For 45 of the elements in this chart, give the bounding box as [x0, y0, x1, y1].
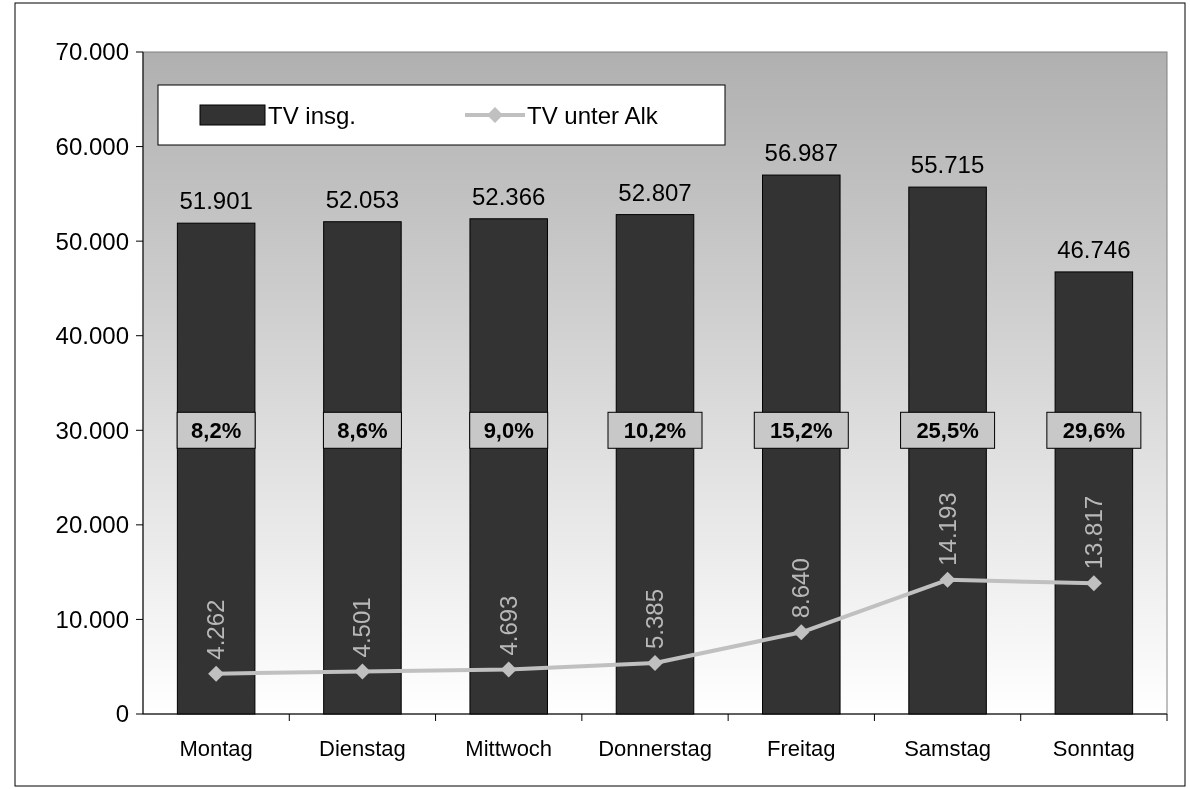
data-label: 13.817 [1079, 495, 1107, 570]
y-tick-label: 60.000 [55, 132, 129, 160]
y-tick-label: 30.000 [55, 416, 129, 444]
data-label: 4.501 [348, 597, 376, 658]
data-label: 4.693 [494, 595, 522, 656]
data-label: 4.262 [202, 599, 230, 660]
data-label: 52.807 [618, 178, 692, 206]
data-label: 8.640 [787, 558, 815, 619]
x-tick-label: Sonntag [1052, 736, 1135, 761]
y-tick-label: 10.000 [55, 605, 129, 633]
y-tick-label: 20.000 [55, 511, 129, 539]
x-tick-label: Samstag [904, 736, 991, 761]
y-tick-label: 0 [115, 700, 129, 728]
point [354, 663, 371, 680]
x-tick-label: Montag [179, 736, 253, 761]
annotation: 8,2% [191, 418, 242, 444]
data-label: 56.987 [764, 139, 838, 167]
y-tick-label: 70.000 [55, 38, 129, 66]
point [647, 655, 663, 672]
y-tick-label: 40.000 [55, 322, 129, 350]
x-tick-label: Mittwoch [465, 736, 553, 761]
data-label: 46.746 [1057, 235, 1131, 263]
data-label: 52.053 [325, 185, 400, 213]
legend-label: TV unter Alk [527, 102, 659, 129]
point [500, 661, 517, 678]
data-label: 51.901 [179, 187, 253, 215]
legend-label: TV insg. [268, 102, 357, 129]
point [793, 624, 810, 641]
x-tick-label: Freitag [767, 736, 836, 761]
y-tick-label: 50.000 [55, 227, 129, 255]
data-label: 5.385 [641, 589, 668, 650]
data-label: 14.193 [933, 492, 961, 566]
annotation: 25,5% [916, 418, 979, 444]
annotation: 15,2% [770, 418, 833, 444]
x-tick-label: Donnerstag [598, 736, 712, 761]
x-tick-label: Dienstag [319, 736, 406, 761]
annotation: 8,6% [337, 418, 388, 444]
annotation: 9,0% [483, 418, 534, 444]
point [208, 665, 225, 682]
annotation: 29,6% [1062, 418, 1126, 444]
point [1085, 575, 1102, 592]
annotation: 10,2% [623, 418, 687, 444]
point [939, 571, 956, 588]
data-label: 52.366 [472, 182, 546, 210]
data-label: 55.715 [910, 151, 985, 179]
